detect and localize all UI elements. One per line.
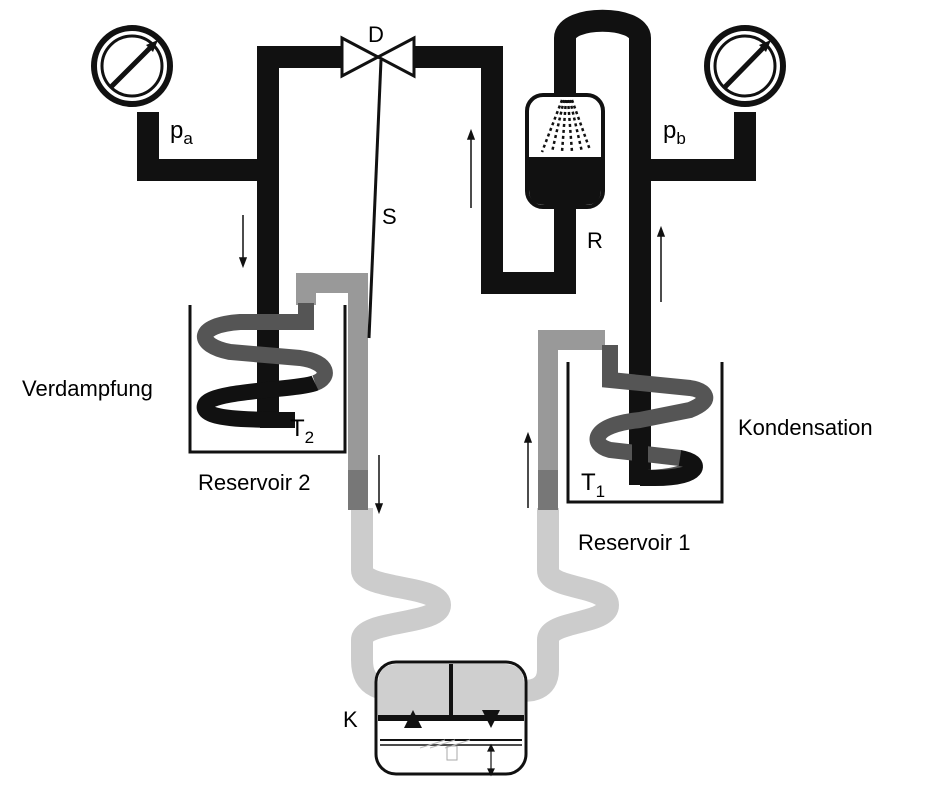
flow-arrow-down-lower-left [374, 455, 384, 515]
expansion-valve [340, 35, 416, 79]
left-dark-segment [348, 470, 368, 510]
pa-gauge [91, 25, 173, 107]
reservoir-1-container [566, 362, 724, 504]
right-flexible-tube [517, 508, 619, 702]
right-mid-gray-tube [538, 330, 605, 470]
pb-label: pb [663, 117, 686, 148]
flow-arrow-up-middle [466, 128, 476, 208]
reservoir-1-label: Reservoir 1 [578, 530, 690, 555]
pb-gauge [704, 25, 786, 107]
flow-arrows [238, 128, 666, 515]
stroke-indicator-icon [487, 743, 495, 777]
valve-label: D [368, 22, 384, 47]
piston-rod [446, 745, 458, 761]
intake-valve-icon [404, 710, 422, 728]
reservoir-2-container [188, 305, 347, 454]
t1-label: T1 [581, 469, 605, 501]
evaporation-label: Verdampfung [22, 376, 153, 401]
left-flexible-tube [351, 508, 451, 701]
compressor [374, 660, 528, 777]
mid-gray-tubes [296, 273, 605, 470]
left-mid-gray-tube [296, 273, 368, 470]
left-main-pipe [257, 46, 345, 420]
valve-outlet-pipe [410, 46, 576, 294]
return-loop-pipe [554, 9, 651, 485]
valve-rod [367, 59, 383, 339]
condenser-coil [589, 345, 713, 486]
flow-arrow-up-lower-right [523, 431, 533, 508]
pb-gauge-pipe [640, 112, 756, 181]
flow-arrow-down-left [238, 215, 248, 269]
compressor-label: K [343, 707, 358, 732]
black-piping [137, 9, 756, 485]
evaporator-coil [196, 303, 333, 428]
right-dark-segment [538, 470, 558, 510]
pa-label: pa [170, 117, 193, 148]
flow-arrow-up-right [656, 225, 666, 302]
t2-label: T2 [290, 415, 314, 447]
reservoir-2-label: Reservoir 2 [198, 470, 310, 495]
receiver-vessel [525, 93, 605, 209]
condensation-label: Kondensation [738, 415, 873, 440]
rod-label: S [382, 204, 397, 229]
receiver-label: R [587, 228, 603, 253]
outlet-valve-icon [482, 710, 500, 728]
pa-gauge-pipe [137, 112, 268, 181]
flexible-tubes [351, 508, 619, 702]
